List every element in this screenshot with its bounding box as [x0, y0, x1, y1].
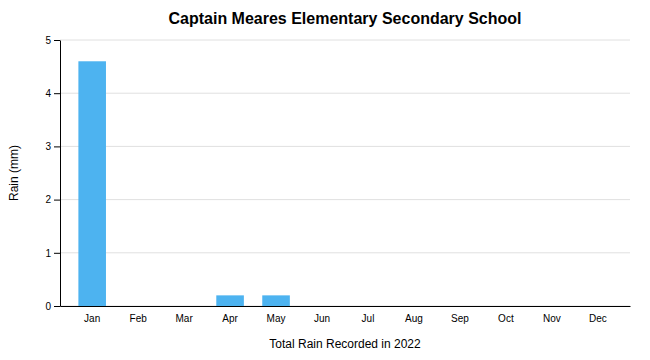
- y-tick: 3: [45, 141, 60, 152]
- x-tick: May: [267, 313, 286, 324]
- x-tick: Jul: [362, 313, 375, 324]
- grid-line: [60, 93, 630, 94]
- grid-line: [60, 146, 630, 147]
- x-axis: Jan Feb Mar Apr May Jun Jul Aug Sep Oct Nov Dec: [61, 307, 631, 325]
- x-tick-label: Jan: [84, 313, 100, 324]
- grid-line: [60, 40, 630, 41]
- bars: [78, 61, 289, 306]
- x-tick-label: Oct: [498, 313, 514, 324]
- y-tick-mark: [54, 200, 60, 201]
- bar: [492, 306, 520, 307]
- bar: [170, 306, 198, 307]
- bar: [400, 306, 428, 307]
- x-tick-label: Sep: [451, 313, 469, 324]
- bar: [216, 295, 244, 306]
- y-tick-label: 2: [45, 194, 51, 205]
- plot: Jan Feb Mar Apr May Jun Jul Aug Sep Oct Nov Dec 0 1 2 3…: [45, 35, 630, 324]
- y-tick-mark: [54, 40, 60, 41]
- x-tick: Aug: [405, 313, 423, 324]
- y-tick-label: 0: [45, 301, 51, 312]
- x-tick: Jan: [84, 313, 100, 324]
- y-tick: 0: [45, 301, 60, 312]
- x-tick-label: Mar: [175, 313, 193, 324]
- x-tick: Apr: [222, 313, 238, 324]
- x-tick: Dec: [589, 313, 607, 324]
- x-tick-label: Dec: [589, 313, 607, 324]
- y-tick: 2: [45, 194, 60, 205]
- y-tick-label: 4: [45, 88, 51, 99]
- y-tick-label: 5: [45, 35, 51, 46]
- y-tick-mark: [54, 146, 60, 147]
- y-tick-mark: [54, 253, 60, 254]
- x-tick-label: Jul: [362, 313, 375, 324]
- x-tick-label: Feb: [130, 313, 148, 324]
- grid-line: [60, 199, 630, 200]
- x-tick: Feb: [130, 313, 148, 324]
- y-tick: 5: [45, 35, 60, 46]
- x-axis-title: Total Rain Recorded in 2022: [269, 337, 421, 351]
- y-axis-title: Rain (mm): [7, 145, 21, 201]
- x-tick-label: Nov: [543, 313, 561, 324]
- bar: [446, 306, 474, 307]
- grid: [60, 40, 630, 306]
- bar: [262, 295, 290, 306]
- y-axis: 0 1 2 3 4 5: [45, 35, 60, 312]
- x-tick-label: Aug: [405, 313, 423, 324]
- x-tick-label: Apr: [222, 313, 238, 324]
- x-tick: Jun: [314, 313, 330, 324]
- bar: [584, 306, 612, 307]
- bar: [354, 306, 382, 307]
- grid-line: [60, 252, 630, 253]
- y-tick-label: 3: [45, 141, 51, 152]
- x-tick: Mar: [175, 313, 193, 324]
- x-tick-label: May: [267, 313, 286, 324]
- y-axis-line: [60, 41, 61, 307]
- y-tick: 1: [45, 248, 60, 259]
- title: Captain Meares Elementary Secondary Scho…: [168, 10, 521, 27]
- bar: [78, 61, 106, 306]
- grid-line: [60, 306, 630, 307]
- x-tick: Sep: [451, 313, 469, 324]
- x-tick: Nov: [543, 313, 561, 324]
- chart-svg: Jan Feb Mar Apr May Jun Jul Aug Sep Oct Nov Dec 0 1 2 3…: [0, 0, 650, 360]
- x-tick: Oct: [498, 313, 514, 324]
- x-tick-label: Jun: [314, 313, 330, 324]
- y-tick-label: 1: [45, 248, 51, 259]
- bar: [308, 306, 336, 307]
- chart-container: Jan Feb Mar Apr May Jun Jul Aug Sep Oct Nov Dec 0 1 2 3…: [0, 0, 650, 360]
- x-axis-line: [61, 306, 631, 307]
- y-tick-mark: [54, 93, 60, 94]
- bar: [124, 306, 152, 307]
- y-tick-mark: [54, 306, 60, 307]
- y-tick: 4: [45, 88, 60, 99]
- bar: [538, 306, 566, 307]
